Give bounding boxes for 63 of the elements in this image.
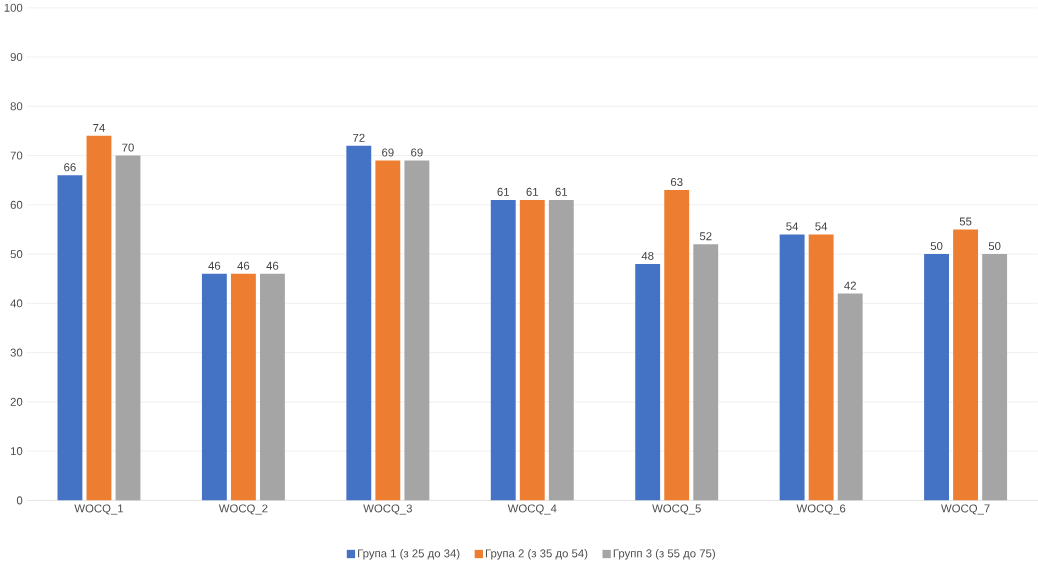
data-label: 63 — [670, 177, 683, 187]
data-label: 70 — [122, 143, 134, 152]
x-tick-label: WOCQ_2 — [218, 504, 268, 515]
data-label: 46 — [237, 261, 250, 270]
bar — [346, 145, 372, 501]
y-tick-label: 20 — [10, 397, 23, 406]
data-label: 61 — [555, 187, 568, 196]
bar — [693, 244, 719, 501]
legend-label: Група 1 (з 25 до 34) — [358, 549, 460, 560]
y-tick-label: 0 — [16, 496, 23, 505]
bar — [404, 160, 430, 501]
data-label: 61 — [497, 187, 510, 196]
bar — [86, 135, 112, 501]
legend-label: Групп 3 (з 55 до 75) — [613, 549, 715, 560]
x-tick-label: WOCQ_5 — [652, 504, 701, 515]
bar — [664, 190, 690, 501]
bar — [635, 263, 661, 501]
data-label: 74 — [93, 124, 105, 132]
x-tick-label: WOCQ_6 — [796, 504, 846, 515]
y-tick-label: 100 — [4, 3, 23, 12]
bar — [953, 229, 979, 501]
y-tick-label: 40 — [10, 299, 23, 308]
data-label: 50 — [988, 242, 1001, 251]
bar — [57, 175, 83, 501]
data-label: 54 — [786, 222, 799, 231]
x-tick-label: WOCQ_7 — [941, 504, 990, 515]
y-tick-label: 70 — [10, 151, 23, 160]
bar — [259, 273, 285, 501]
y-tick-label: 60 — [10, 200, 23, 209]
legend-label: Група 2 (з 35 до 54) — [485, 549, 588, 560]
bar — [519, 199, 545, 501]
y-tick-label: 80 — [10, 102, 23, 111]
bar — [490, 199, 516, 501]
data-label: 69 — [411, 148, 423, 157]
x-tick-label: WOCQ_1 — [74, 504, 124, 515]
y-tick-label: 30 — [10, 348, 23, 357]
data-label: 46 — [208, 261, 221, 270]
data-label: 72 — [353, 133, 365, 142]
y-tick-label: 50 — [10, 250, 23, 259]
bar — [982, 254, 1008, 501]
data-label: 42 — [844, 281, 856, 290]
x-tick-label: WOCQ_4 — [507, 504, 557, 515]
bar — [779, 234, 805, 501]
data-label: 66 — [64, 163, 76, 172]
data-label: 69 — [382, 148, 394, 157]
bar — [808, 234, 834, 501]
data-label: 54 — [815, 222, 828, 231]
data-label: 50 — [930, 242, 943, 251]
data-label: 48 — [641, 251, 654, 260]
data-label: 55 — [959, 217, 972, 226]
bar — [115, 155, 141, 501]
data-label: 52 — [699, 232, 712, 241]
y-tick-label: 10 — [10, 447, 23, 456]
bar — [837, 293, 863, 501]
bar — [375, 160, 401, 501]
y-tick-label: 90 — [10, 53, 23, 62]
bar — [201, 273, 227, 501]
bar — [548, 199, 574, 501]
data-label: 46 — [266, 261, 279, 270]
x-tick-label: WOCQ_3 — [363, 504, 412, 515]
bar — [230, 273, 256, 501]
bar — [924, 254, 949, 501]
data-label: 61 — [526, 187, 539, 196]
